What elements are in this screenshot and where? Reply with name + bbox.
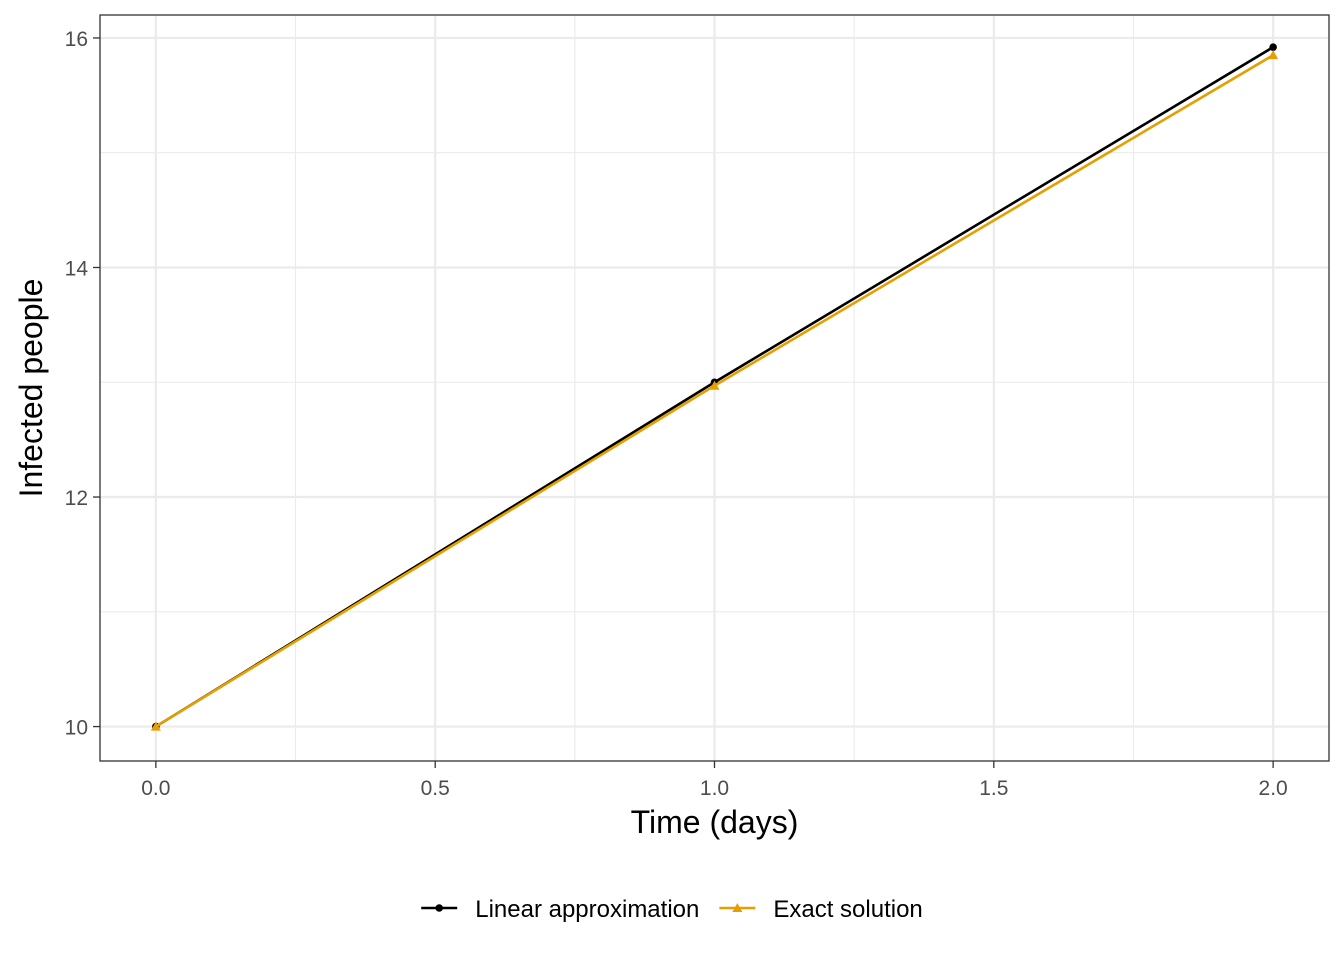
x-tick-label: 2.0 (1259, 777, 1288, 800)
x-tick-label: 1.0 (700, 777, 729, 800)
data-point (1269, 43, 1277, 51)
tick-labels: 0.0 0.5 1.0 1.5 2.0 10 12 14 16 (65, 28, 1288, 800)
x-tick-label: 1.5 (979, 777, 1008, 800)
y-tick-label: 10 (65, 717, 88, 740)
series-layer (150, 43, 1279, 731)
x-tick-label: 0.0 (141, 777, 170, 800)
data-point (1268, 50, 1279, 60)
legend-key-marker (435, 904, 444, 912)
legend-label: Exact solution (773, 896, 922, 923)
legend: Linear approximation Exact solution (421, 896, 923, 923)
legend-key-marker (732, 903, 743, 912)
axis-ticks (93, 37, 1274, 768)
y-tick-label: 12 (65, 487, 88, 510)
y-tick-label: 14 (65, 257, 89, 280)
data-point (709, 380, 720, 390)
y-tick-label: 16 (65, 28, 88, 51)
legend-label: Linear approximation (475, 896, 699, 923)
y-axis-title: Infected people (13, 279, 49, 498)
data-point (150, 721, 161, 731)
legend-item: Linear approximation (421, 896, 699, 923)
legend-item: Exact solution (719, 896, 923, 923)
x-axis-title: Time (days) (631, 804, 799, 840)
x-tick-label: 0.5 (421, 777, 450, 800)
